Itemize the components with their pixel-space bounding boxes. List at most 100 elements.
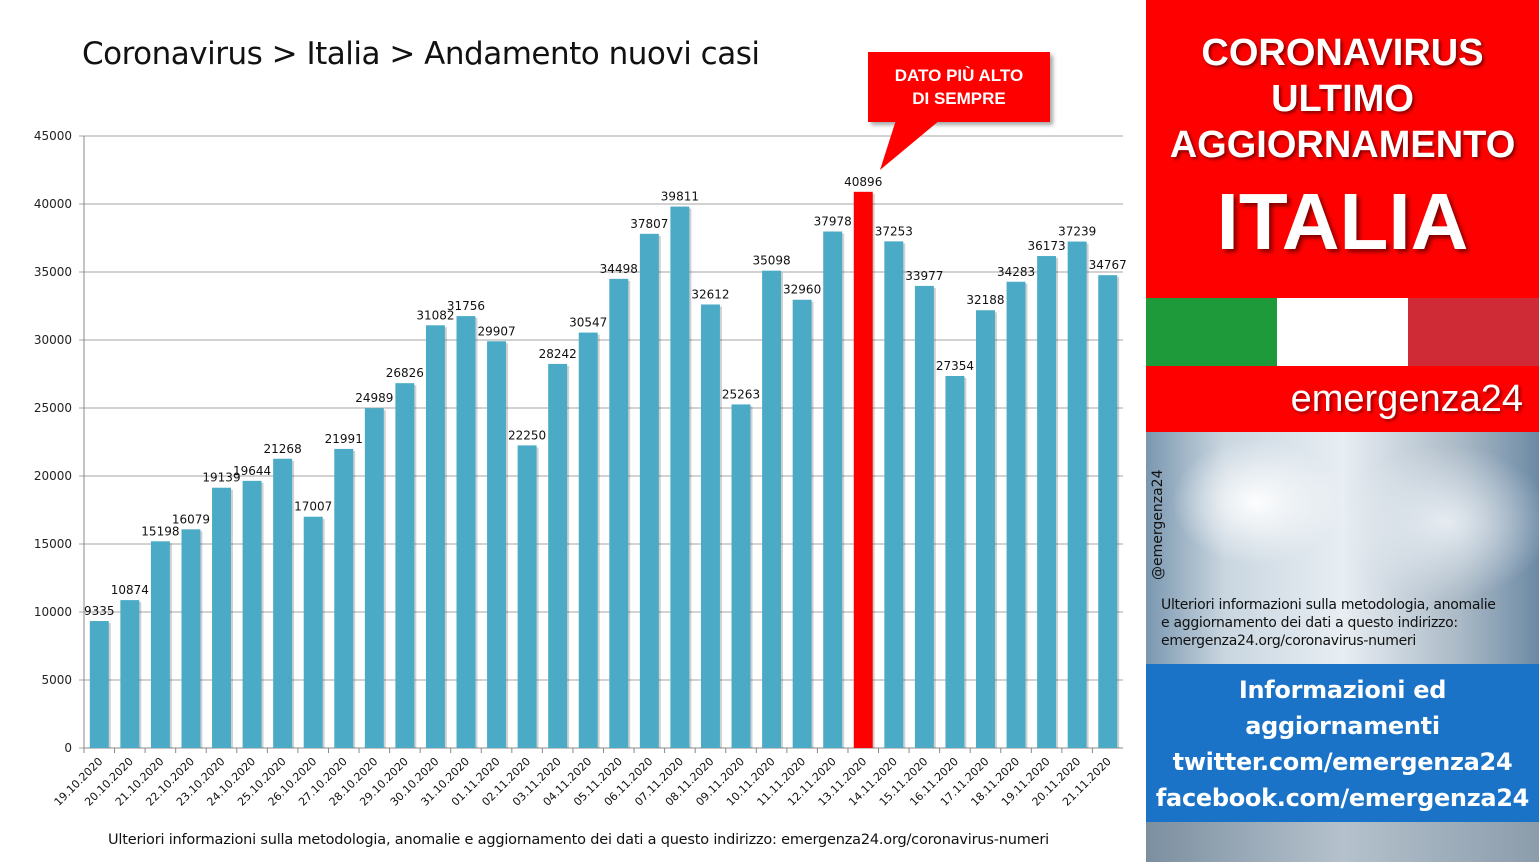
highest-value-callout: DATO PIÙ ALTO DI SEMPRE — [868, 52, 1050, 122]
data-label: 25263 — [722, 387, 760, 401]
bar — [1037, 256, 1057, 748]
bar — [487, 341, 507, 748]
callout-pointer — [880, 120, 940, 170]
bar — [364, 408, 384, 748]
flag-red-stripe — [1408, 298, 1539, 366]
panel-note-line-2: e aggiornamento dei dati a questo indiri… — [1161, 615, 1458, 631]
data-label: 34283 — [997, 265, 1035, 279]
y-tick-label: 40000 — [34, 197, 72, 211]
bar — [945, 375, 965, 748]
bar — [609, 278, 629, 748]
bar — [548, 363, 568, 748]
country-label: ITALIA — [1216, 177, 1469, 266]
y-tick-label: 5000 — [41, 673, 72, 687]
y-tick-label: 0 — [64, 741, 72, 755]
right-panel: CORONAVIRUS ULTIMO AGGIORNAMENTO ITALIA … — [1146, 0, 1539, 862]
italian-flag — [1146, 298, 1539, 366]
y-tick-label: 25000 — [34, 401, 72, 415]
headline-line-1: CORONAVIRUS — [1201, 32, 1484, 74]
data-label: 32960 — [783, 283, 821, 297]
data-label: 17007 — [294, 500, 332, 514]
flag-green-stripe — [1146, 298, 1277, 366]
methodology-note: Ulteriori informazioni sulla metodologia… — [108, 832, 1049, 848]
data-label: 10874 — [111, 583, 149, 597]
background-photo — [1146, 432, 1539, 664]
data-label: 33977 — [905, 269, 943, 283]
bar — [120, 600, 140, 748]
data-label: 22250 — [508, 428, 546, 442]
bar — [150, 541, 170, 748]
data-label: 21268 — [264, 442, 302, 456]
y-tick-labels: 0 5000 10000 15000 20000 25000 30000 35000 40000… — [34, 129, 72, 755]
data-label: 19139 — [202, 471, 240, 485]
bar — [670, 206, 690, 748]
headline-box: CORONAVIRUS ULTIMO AGGIORNAMENTO ITALIA — [1146, 0, 1539, 298]
data-label: 27354 — [936, 359, 974, 373]
bar — [212, 487, 231, 748]
data-label: 34767 — [1089, 258, 1127, 272]
social-info-box: Informazioni ed aggiornamenti twitter.co… — [1146, 664, 1539, 822]
y-tick-label: 15000 — [34, 537, 72, 551]
bar — [1067, 241, 1087, 748]
bar-highlight — [853, 191, 873, 749]
info-line-1: Informazioni ed — [1238, 676, 1447, 704]
data-label: 37239 — [1058, 225, 1096, 239]
data-label: 40896 — [844, 175, 882, 189]
panel-note-line-3: emergenza24.org/coronavirus-numeri — [1161, 633, 1416, 649]
data-label: 37978 — [814, 214, 852, 228]
bar — [303, 516, 323, 748]
bar — [578, 332, 598, 748]
bar — [823, 231, 843, 748]
y-tick-label: 45000 — [34, 129, 72, 143]
data-label: 32612 — [691, 287, 729, 301]
bar — [731, 404, 751, 748]
social-handle-text: @emergenza24 — [1150, 469, 1166, 581]
facebook-link[interactable]: facebook.com/emergenza24 — [1155, 784, 1530, 812]
bar — [976, 310, 995, 748]
bar — [334, 448, 354, 748]
data-label: 21991 — [325, 432, 363, 446]
data-label: 32188 — [966, 293, 1004, 307]
data-label: 31756 — [447, 299, 485, 313]
data-label: 37253 — [875, 224, 913, 238]
data-label: 36173 — [1028, 239, 1066, 253]
bar — [1006, 281, 1026, 748]
twitter-link[interactable]: twitter.com/emergenza24 — [1172, 748, 1513, 776]
panel-note-line-1: Ulteriori informazioni sulla metodologia… — [1161, 597, 1496, 613]
data-label: 15198 — [141, 524, 179, 538]
data-label: 16079 — [172, 512, 210, 526]
callout-line-1: DATO PIÙ ALTO — [894, 66, 1024, 85]
y-tick-label: 30000 — [34, 333, 72, 347]
bar — [762, 270, 782, 748]
x-tick-labels: 19.10.202020.10.202021.10.202022.10.2020… — [52, 755, 1114, 809]
bar — [639, 233, 659, 748]
bar — [914, 285, 934, 748]
bar — [273, 458, 293, 748]
headline-line-2: ULTIMO — [1271, 78, 1414, 120]
data-label: 28242 — [539, 347, 577, 361]
data-label: 19644 — [233, 464, 271, 478]
data-label: 31082 — [416, 308, 454, 322]
bar — [517, 445, 537, 748]
info-line-2: aggiornamenti — [1245, 712, 1440, 740]
flag-white-stripe — [1277, 298, 1408, 366]
chart-title: Coronavirus > Italia > Andamento nuovi c… — [82, 36, 760, 72]
y-tick-label: 35000 — [34, 265, 72, 279]
bar — [395, 383, 415, 748]
bar — [242, 480, 262, 748]
bar — [700, 304, 720, 748]
data-label: 9335 — [84, 604, 115, 618]
y-tick-label: 10000 — [34, 605, 72, 619]
bar — [425, 325, 445, 748]
bar — [792, 299, 812, 748]
bar — [1098, 275, 1118, 748]
data-label: 26826 — [386, 366, 424, 380]
bar — [884, 241, 904, 749]
bars — [89, 191, 1120, 749]
data-label: 29907 — [477, 324, 515, 338]
callout-line-2: DI SEMPRE — [912, 89, 1006, 108]
headline-line-3: AGGIORNAMENTO — [1169, 124, 1516, 166]
data-label: 34498 — [600, 262, 638, 276]
